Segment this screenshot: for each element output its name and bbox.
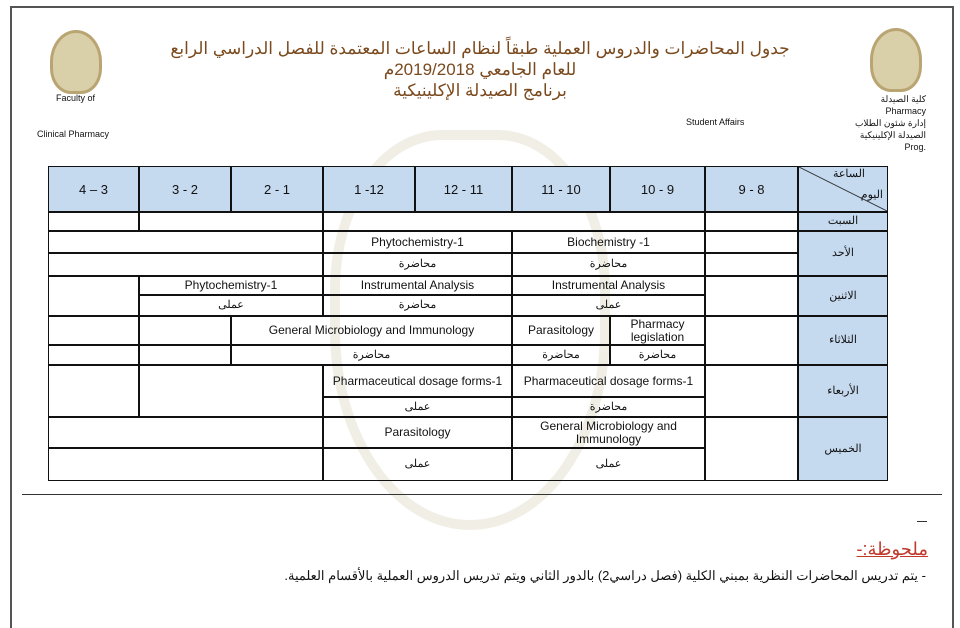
session-type: عملى bbox=[323, 448, 512, 481]
empty-cell bbox=[48, 212, 139, 231]
session-type: محاضرة bbox=[610, 345, 705, 365]
session-type: محاضرة bbox=[323, 295, 512, 316]
course-name: Phytochemistry-1 bbox=[139, 276, 323, 295]
right-header-block: كلية الصيدلة Pharmacy إدارة شئون الطلاب … bbox=[855, 93, 926, 153]
empty-cell bbox=[323, 212, 705, 231]
hour-header: 10 - 9 bbox=[610, 166, 705, 212]
student-affairs-label: Student Affairs bbox=[686, 117, 745, 127]
course-name: Pharmaceutical dosage forms-1 bbox=[512, 365, 705, 397]
empty-cell bbox=[705, 212, 798, 231]
right-line: Prog. bbox=[904, 142, 926, 152]
empty-cell bbox=[48, 365, 139, 417]
course-name: Instrumental Analysis bbox=[512, 276, 705, 295]
empty-cell bbox=[705, 276, 798, 316]
university-logo-right bbox=[870, 28, 922, 92]
hour-header: 12 - 11 bbox=[415, 166, 512, 212]
dash-mark bbox=[917, 521, 927, 522]
day-wednesday: الأربعاء bbox=[798, 365, 888, 417]
empty-cell bbox=[139, 365, 323, 417]
empty-cell bbox=[48, 316, 139, 345]
course-name: Phytochemistry-1 bbox=[323, 231, 512, 253]
note-item: - يتم تدريس المحاضرات النظرية بمبني الكل… bbox=[284, 568, 926, 583]
session-type: عملى bbox=[139, 295, 323, 316]
empty-cell bbox=[48, 231, 323, 253]
empty-cell bbox=[139, 345, 231, 365]
course-name: Parasitology bbox=[512, 316, 610, 345]
hour-header: 3 - 2 bbox=[139, 166, 231, 212]
course-name: Pharmacy legislation bbox=[610, 316, 705, 345]
day-monday: الاثنين bbox=[798, 276, 888, 316]
session-type: محاضرة bbox=[512, 253, 705, 276]
course-name: General Microbiology and Immunology bbox=[231, 316, 512, 345]
document-frame bbox=[10, 6, 954, 628]
day-tuesday: الثلاثاء bbox=[798, 316, 888, 365]
program-label: Clinical Pharmacy bbox=[37, 129, 110, 139]
course-name: General Microbiology and Immunology bbox=[512, 417, 705, 448]
hour-header: 4 – 3 bbox=[48, 166, 139, 212]
course-name: Biochemistry -1 bbox=[512, 231, 705, 253]
session-type: محاضرة bbox=[231, 345, 512, 365]
corner-header: الساعة اليوم bbox=[798, 166, 888, 212]
watermark-logo bbox=[330, 130, 610, 530]
empty-cell bbox=[48, 345, 139, 365]
day-saturday: السبت bbox=[798, 212, 888, 231]
empty-cell bbox=[48, 276, 139, 316]
divider bbox=[22, 494, 942, 495]
title-line-3: برنامج الصيدلة الإكلينيكية bbox=[393, 81, 567, 100]
course-name: Pharmaceutical dosage forms-1 bbox=[323, 365, 512, 397]
empty-cell bbox=[705, 253, 798, 276]
session-type: محاضرة bbox=[512, 345, 610, 365]
notes-heading: ملحوظة:- bbox=[856, 539, 929, 559]
session-type: عملى bbox=[512, 448, 705, 481]
hour-header: 1 -12 bbox=[323, 166, 415, 212]
empty-cell bbox=[705, 417, 798, 481]
hour-corner-label: الساعة bbox=[832, 168, 865, 180]
course-name: Parasitology bbox=[323, 417, 512, 448]
empty-cell bbox=[48, 417, 323, 448]
right-line: الصيدلة الإكلينيكية bbox=[859, 130, 926, 140]
hour-header: 9 - 8 bbox=[705, 166, 798, 212]
empty-cell bbox=[139, 316, 231, 345]
session-type: عملى bbox=[323, 397, 512, 417]
faculty-label: Faculty of bbox=[56, 93, 96, 103]
empty-cell bbox=[139, 212, 323, 231]
title-line-1: جدول المحاضرات والدروس العملية طبقاً لنظ… bbox=[170, 39, 790, 58]
empty-cell bbox=[48, 253, 323, 276]
day-corner-label: اليوم bbox=[860, 189, 883, 201]
day-sunday: الأحد bbox=[798, 231, 888, 276]
empty-cell bbox=[705, 316, 798, 365]
session-type: عملى bbox=[512, 295, 705, 316]
day-thursday: الخميس bbox=[798, 417, 888, 481]
title-line-2: للعام الجامعي 2019/2018م bbox=[383, 60, 577, 79]
course-name: Instrumental Analysis bbox=[323, 276, 512, 295]
empty-cell bbox=[705, 365, 798, 417]
right-line: Pharmacy bbox=[885, 106, 926, 116]
session-type: محاضرة bbox=[323, 253, 512, 276]
right-line: إدارة شئون الطلاب bbox=[854, 118, 926, 128]
hour-header: 11 - 10 bbox=[512, 166, 610, 212]
hour-header: 2 - 1 bbox=[231, 166, 323, 212]
note-text: يتم تدريس المحاضرات النظرية بمبني الكلية… bbox=[284, 568, 919, 583]
title-block: جدول المحاضرات والدروس العملية طبقاً لنظ… bbox=[150, 38, 810, 101]
faculty-logo-left bbox=[50, 30, 102, 94]
session-type: محاضرة bbox=[512, 397, 705, 417]
empty-cell bbox=[705, 231, 798, 253]
empty-cell bbox=[48, 448, 323, 481]
right-line: كلية الصيدلة bbox=[880, 94, 926, 104]
